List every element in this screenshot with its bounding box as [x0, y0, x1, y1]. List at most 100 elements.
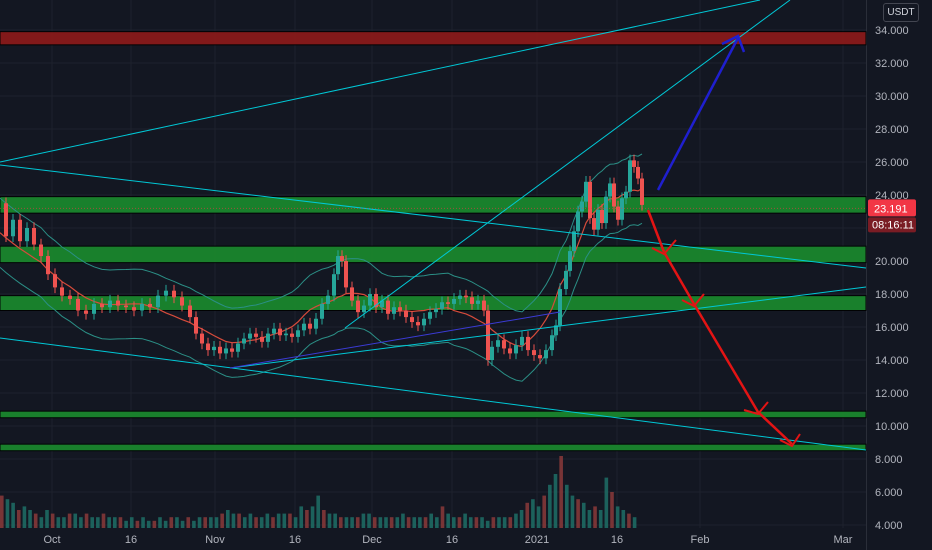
volume-bar — [553, 474, 558, 528]
candle-body — [156, 295, 160, 308]
volume-bar — [480, 517, 484, 528]
volume-bar — [180, 520, 185, 528]
volume-bar — [11, 502, 15, 528]
projection-down-arrow — [757, 411, 793, 445]
volume-bar — [231, 513, 236, 528]
candle-body — [464, 295, 468, 298]
currency-button[interactable]: USDT — [883, 3, 919, 22]
candle-body — [490, 346, 494, 360]
price-zone — [0, 245, 867, 264]
volume-bar — [124, 520, 128, 528]
projection-down-arrow — [662, 251, 696, 305]
time-axis-labels: Oct 16 Nov 16 Dec 16 2021 16 Feb Mar — [43, 534, 852, 546]
last-price-value: 23.191 — [874, 203, 908, 215]
volume-bar — [163, 520, 168, 528]
volume-bar — [610, 492, 614, 528]
candle-body — [568, 251, 572, 271]
time-tick-label: Oct — [43, 534, 60, 546]
candle-body — [538, 355, 542, 359]
candle-body — [296, 330, 300, 337]
volume-bar — [485, 520, 490, 528]
candle-body — [320, 303, 324, 319]
price-tick-label: 34.000 — [875, 25, 909, 37]
candle-body — [640, 178, 644, 205]
volume-bar — [497, 517, 501, 528]
projection-down-arrow — [692, 303, 760, 413]
volume-bar — [259, 517, 264, 528]
horizontal-zones — [0, 31, 867, 452]
candle-body — [326, 295, 330, 304]
candle-body — [39, 244, 43, 257]
time-tick-label: Nov — [205, 534, 225, 546]
price-zone — [0, 295, 867, 311]
candle-body — [284, 333, 288, 336]
volume-bar — [310, 506, 315, 528]
candle-body — [266, 333, 270, 342]
volume-bar — [242, 517, 247, 528]
price-tick-label: 26.000 — [875, 157, 909, 169]
volume-bar — [226, 510, 230, 528]
volume-bar — [79, 517, 83, 528]
volume-bar — [367, 513, 371, 528]
price-zone — [0, 196, 867, 214]
candle-body — [212, 346, 216, 351]
candle-body — [224, 348, 228, 354]
candle-body — [100, 303, 104, 308]
projection-down-arrowhead — [779, 433, 801, 448]
candle-body — [434, 308, 438, 313]
candle-body — [218, 346, 222, 354]
candle-body — [25, 228, 29, 242]
candle-body — [140, 303, 144, 311]
volume-bar — [576, 499, 580, 528]
candle-body — [440, 302, 444, 309]
volume-bar — [90, 517, 94, 528]
candle-body — [356, 300, 360, 313]
grid-lines — [0, 0, 866, 528]
volume-bar — [33, 513, 38, 528]
candle-body — [428, 312, 432, 319]
volume-bar — [107, 517, 111, 528]
volume-bar — [113, 517, 117, 528]
candle-body — [272, 328, 276, 334]
candle-body — [11, 219, 15, 237]
price-tick-label: 28.000 — [875, 124, 909, 136]
volume-bar — [350, 517, 354, 528]
price-tick-label: 8.000 — [875, 454, 903, 466]
volume-bar — [237, 513, 241, 528]
volume-bar — [209, 517, 213, 528]
candle-body — [520, 336, 524, 346]
volume-bar — [220, 513, 224, 528]
candle-body — [242, 338, 246, 344]
candle-body — [76, 298, 80, 311]
volume-bar — [293, 517, 298, 528]
volume-bar — [62, 517, 66, 528]
volume-bar — [632, 517, 637, 528]
candle-body — [46, 256, 50, 275]
volume-bar — [361, 513, 366, 528]
candle-body — [344, 261, 348, 288]
volume-bar — [355, 517, 360, 528]
candle-body — [476, 300, 480, 304]
volume-bar — [446, 513, 450, 528]
projection-down-arrowhead — [681, 293, 705, 308]
volume-bar — [141, 517, 145, 528]
volume-bars — [0, 456, 637, 528]
candle-body — [290, 333, 294, 337]
candle-body — [532, 350, 536, 356]
price-tick-label: 6.000 — [875, 487, 903, 499]
candle-body — [620, 198, 624, 220]
volume-bar — [395, 517, 400, 528]
candle-body — [596, 209, 600, 230]
projection-up-arrow — [656, 37, 740, 191]
candle-body — [632, 160, 636, 167]
candle-body — [336, 256, 340, 275]
volume-bar — [344, 517, 349, 528]
candle-body — [116, 300, 120, 306]
volume-bar — [175, 517, 179, 528]
candle-body — [628, 160, 632, 192]
volume-bar — [271, 517, 275, 528]
price-tick-label: 16.000 — [875, 322, 909, 334]
candle-body — [554, 325, 558, 336]
candle-body — [592, 218, 596, 230]
